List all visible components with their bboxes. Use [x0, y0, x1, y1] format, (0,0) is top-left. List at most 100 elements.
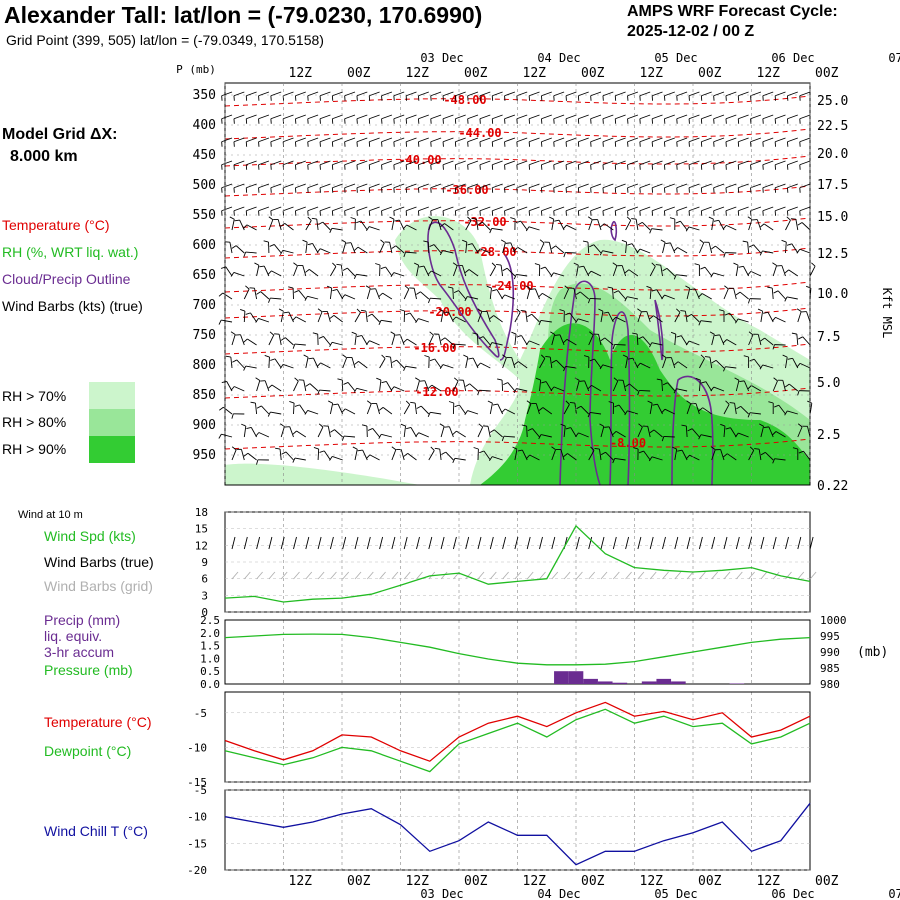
wind-barb [332, 137, 343, 143]
wind-barb [768, 426, 774, 438]
wind-barb-flag [673, 361, 679, 366]
wind-barb-grid [748, 571, 755, 580]
wind-barb [489, 288, 492, 300]
wind-barb-flag [400, 423, 406, 427]
wind-barb [369, 137, 380, 143]
wind-barb [307, 183, 319, 189]
wind-barb [740, 406, 749, 415]
wind-barb-flag [405, 400, 411, 405]
wind-barb-flag [738, 265, 744, 268]
wind-barb-flag [275, 447, 281, 450]
wind-barb-flag [636, 248, 641, 254]
wind-barb [787, 410, 798, 415]
wind-barb-flag [559, 309, 565, 312]
wind-barb [492, 114, 503, 120]
wind-barb [713, 91, 725, 97]
wind-barb [799, 183, 811, 189]
wind-barb-flag [600, 337, 606, 342]
wind-barb-flag [649, 342, 653, 348]
wind-barb [255, 403, 258, 415]
precip-y-tick-label: 1.0 [200, 652, 220, 665]
wind-barb-flag [545, 356, 551, 358]
wind-barb [319, 114, 331, 120]
pressure-y-tick-label: 985 [820, 662, 840, 675]
wind-barb-flag [550, 272, 554, 278]
wind-barb-flag [305, 269, 310, 273]
wind-barb [332, 91, 343, 97]
top-hour-label: 00Z [698, 66, 722, 81]
temperature-contour [224, 281, 811, 293]
wind-barb [566, 224, 577, 231]
wind-barb [514, 334, 517, 346]
wind-barb [639, 206, 651, 212]
wind-barb [600, 311, 604, 323]
wind-barb-flag [317, 389, 320, 395]
wind-barb-flag [796, 308, 802, 312]
precip-bar [641, 681, 657, 684]
wind-barb-flag [538, 293, 543, 298]
wind-barb-grid [674, 571, 682, 580]
wind-barb [258, 114, 270, 120]
wind-barb-flag [246, 426, 252, 429]
wind-barb-flag [385, 355, 391, 358]
wind-barb [274, 358, 282, 369]
wind-barb [735, 380, 740, 392]
wind-barb [434, 358, 442, 369]
wind-barb-flag [735, 291, 741, 296]
wind-barb [529, 114, 540, 120]
wind-barb [753, 358, 762, 369]
wind-barb [231, 449, 237, 461]
wind-barb-grid [317, 571, 325, 580]
wind-barb [258, 206, 270, 212]
wind-barb [231, 334, 236, 346]
wind-barb [635, 219, 639, 231]
wind-barb-grid [305, 571, 313, 580]
wind-barb-flag [562, 224, 567, 230]
wind-barb [540, 320, 552, 323]
wind-barb-flag [603, 311, 609, 314]
wind-barb [578, 137, 589, 143]
wind-barb [479, 389, 491, 392]
wind-barb-flag [563, 339, 568, 344]
wind-barb [393, 91, 405, 97]
wind-barb-flag [685, 454, 690, 460]
wind-barb [465, 220, 472, 231]
wind-barb [504, 408, 516, 415]
wind-barb [771, 288, 774, 300]
wind-barb-flag [403, 338, 408, 343]
wind-barb [666, 268, 676, 277]
section-y-tick-label: 400 [193, 118, 216, 133]
wind-barb-grid [662, 571, 669, 580]
kft-tick-label: 5.0 [817, 376, 840, 391]
wind-barb-flag [677, 449, 683, 452]
wind-barb [357, 246, 368, 254]
wind-barb [723, 404, 730, 415]
cloud-outline-5 [610, 220, 618, 242]
wind-barb-flag [255, 377, 261, 381]
wind-barb [243, 288, 250, 300]
wind-barb [738, 114, 749, 120]
wind-barb [652, 91, 663, 97]
rh-legend-70-label: RH > 70% [2, 388, 67, 404]
wind-barb-flag [219, 406, 224, 411]
wind-barb [332, 160, 343, 166]
kft-tick-label: 17.5 [817, 178, 848, 193]
wind-barb [479, 206, 491, 212]
wind-barb [727, 453, 737, 461]
wind-barb-flag [772, 458, 775, 464]
wind-barb-flag [380, 266, 386, 270]
wind-barb [307, 137, 319, 143]
wind-barb-flag [283, 311, 289, 314]
pressure-unit-label: (mb) [857, 645, 888, 660]
wind-barb [246, 114, 257, 120]
wind-barb [713, 272, 725, 277]
wind-barb [347, 267, 356, 277]
section-y-tick-label: 600 [193, 238, 216, 253]
wind-barb-flag [256, 291, 261, 295]
wind-barb [602, 250, 614, 254]
wind-barb-flag [428, 298, 431, 304]
precip-bar [554, 671, 569, 684]
wind-barb-grid [440, 571, 448, 580]
wind-barb [615, 183, 626, 189]
wind-barb [483, 450, 491, 461]
